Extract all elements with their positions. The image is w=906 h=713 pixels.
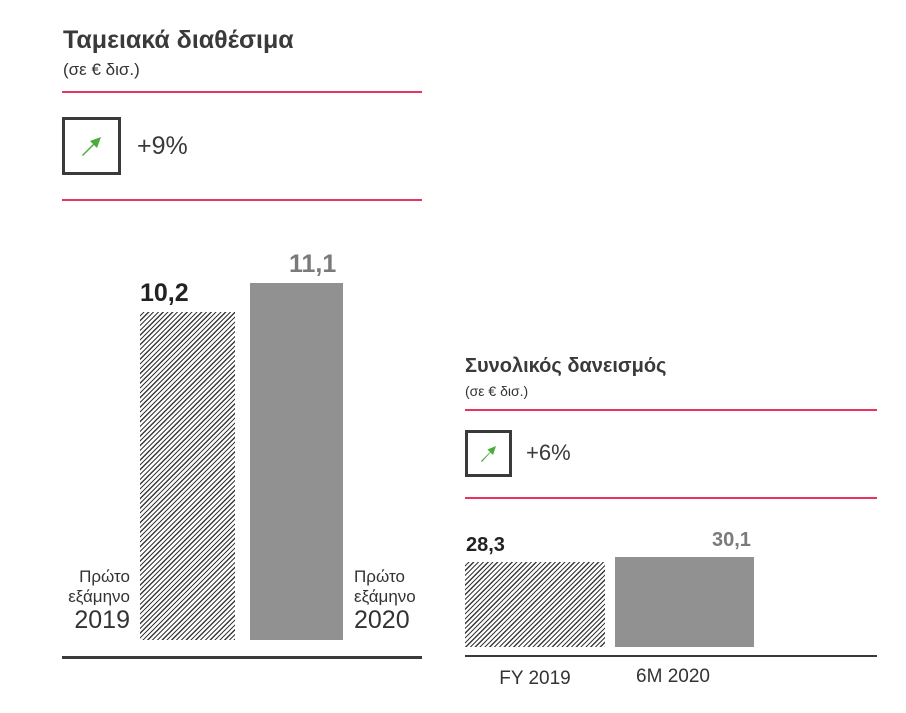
bar-fy-2019 — [465, 562, 605, 647]
category-label-fy-2019: FY 2019 — [499, 668, 571, 689]
divider — [465, 497, 877, 499]
category-line: εξάμηνο — [68, 586, 130, 606]
bar-6m-2020 — [615, 556, 754, 647]
divider — [62, 91, 422, 93]
divider — [465, 409, 877, 411]
value-label-2020: 11,1 — [289, 249, 337, 278]
value-label-2019: 10,2 — [140, 278, 189, 307]
category-line: Πρώτο — [79, 567, 130, 586]
change-indicator-box — [465, 430, 512, 477]
value-label-6m-2020: 30,1 — [712, 528, 751, 551]
divider — [62, 199, 422, 201]
category-line: εξάμηνο — [354, 586, 416, 606]
arrow-up-right-icon — [82, 137, 101, 156]
chart-subtitle: (σε € δισ.) — [63, 60, 140, 79]
category-line: Πρώτο — [354, 567, 405, 586]
category-label-2019: Πρώτο εξάμηνο 2019 — [58, 567, 130, 635]
bar-2019 — [140, 311, 235, 640]
category-label-2020: Πρώτο εξάμηνο 2020 — [354, 567, 426, 635]
change-indicator-box — [62, 117, 121, 175]
change-percent: +6% — [526, 440, 571, 465]
category-year: 2020 — [354, 606, 410, 635]
category-year: 2019 — [74, 606, 130, 635]
chart-title: Συνολικός δανεισμός — [465, 355, 667, 377]
chart-subtitle: (σε € δισ.) — [465, 383, 529, 399]
x-axis-baseline — [62, 656, 422, 659]
value-label-fy-2019: 28,3 — [466, 534, 505, 557]
x-axis-baseline — [465, 655, 877, 657]
arrow-up-right-icon — [481, 446, 496, 462]
bar-2020 — [250, 282, 343, 640]
chart-title: Ταμειακά διαθέσιμα — [63, 26, 294, 54]
category-label-6m-2020: 6M 2020 — [636, 666, 710, 687]
change-percent: +9% — [137, 132, 188, 160]
